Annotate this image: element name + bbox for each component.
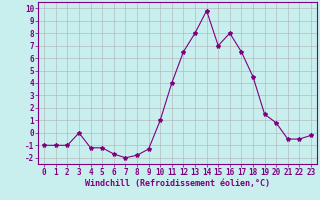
X-axis label: Windchill (Refroidissement éolien,°C): Windchill (Refroidissement éolien,°C)	[85, 179, 270, 188]
